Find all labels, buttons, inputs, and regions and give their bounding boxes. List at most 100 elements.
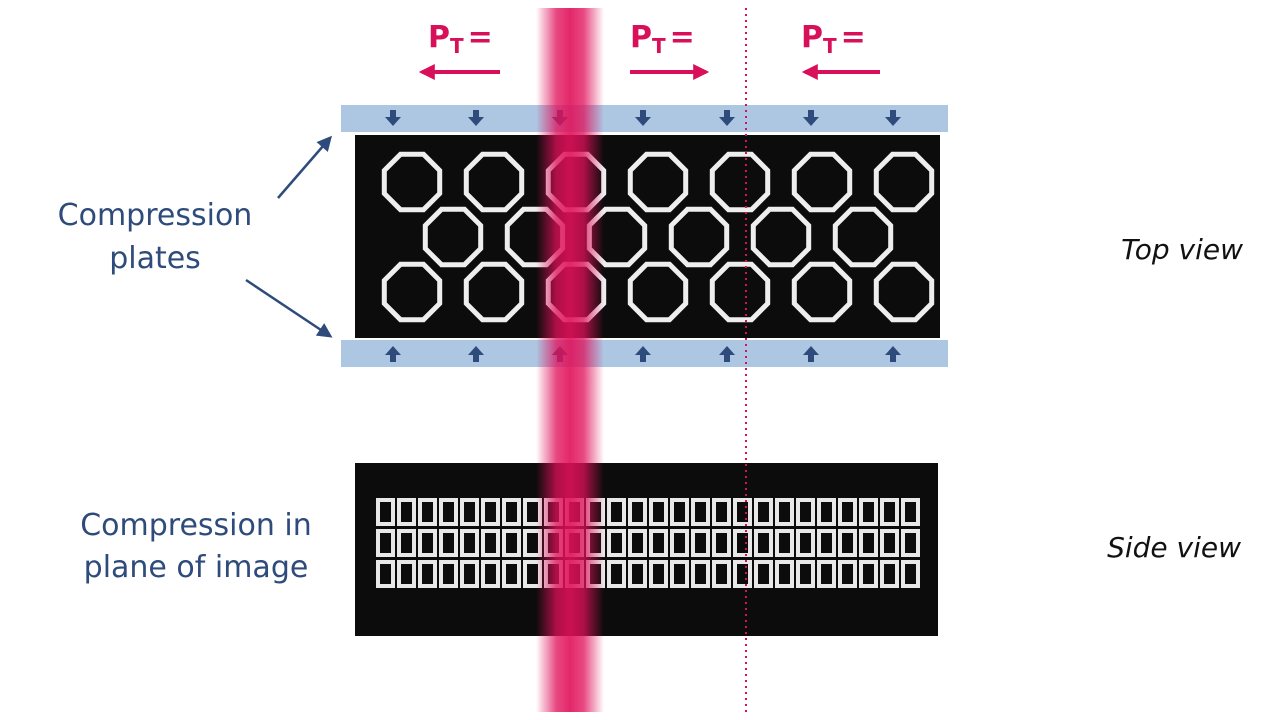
strut	[481, 529, 500, 557]
strut	[376, 529, 395, 557]
strut	[712, 560, 731, 588]
view-label: Side view	[1107, 531, 1241, 564]
strut	[418, 529, 437, 557]
strut	[733, 498, 752, 526]
strut	[838, 529, 857, 557]
plate-arrow	[885, 110, 901, 126]
strut	[832, 206, 894, 268]
pointer-arrow	[245, 278, 333, 338]
strut	[460, 560, 479, 588]
strut	[381, 261, 443, 323]
strut	[859, 498, 878, 526]
plate-arrow	[385, 110, 401, 126]
plate-arrow	[719, 346, 735, 362]
plate-arrow	[468, 346, 484, 362]
plate-arrow	[385, 346, 401, 362]
plate-arrow	[803, 110, 819, 126]
strut	[817, 498, 836, 526]
strut	[754, 529, 773, 557]
strut	[502, 498, 521, 526]
strut	[670, 498, 689, 526]
strut	[838, 560, 857, 588]
strut	[439, 529, 458, 557]
strut	[791, 261, 853, 323]
strut	[649, 560, 668, 588]
plate-arrow	[635, 346, 651, 362]
strut	[880, 498, 899, 526]
strut	[691, 498, 710, 526]
strut	[460, 529, 479, 557]
strut	[880, 560, 899, 588]
label: Compression in	[80, 508, 312, 543]
strut	[859, 560, 878, 588]
strut	[649, 498, 668, 526]
strut	[901, 529, 920, 557]
strut	[418, 560, 437, 588]
strut	[873, 261, 935, 323]
plate-arrow	[468, 110, 484, 126]
strut	[880, 529, 899, 557]
strut	[733, 560, 752, 588]
strut	[754, 560, 773, 588]
strut	[691, 560, 710, 588]
strut	[627, 151, 689, 213]
strut	[750, 206, 812, 268]
strut	[901, 560, 920, 588]
strut	[775, 529, 794, 557]
pointer-arrow	[277, 135, 332, 199]
strut	[439, 560, 458, 588]
label: plane of image	[84, 550, 309, 585]
strut	[460, 498, 479, 526]
strut	[607, 498, 626, 526]
strut	[733, 529, 752, 557]
plate-arrow	[803, 346, 819, 362]
beam	[536, 8, 604, 712]
strut	[397, 529, 416, 557]
strut	[754, 498, 773, 526]
strut	[775, 498, 794, 526]
top-view-image	[355, 135, 940, 338]
strut	[649, 529, 668, 557]
strut	[791, 151, 853, 213]
strut	[439, 498, 458, 526]
strut	[873, 151, 935, 213]
strut	[381, 151, 443, 213]
strut	[376, 498, 395, 526]
strut	[709, 261, 771, 323]
strut	[817, 560, 836, 588]
strut	[418, 498, 437, 526]
view-label: Top view	[1121, 233, 1243, 266]
strut	[481, 498, 500, 526]
strut	[670, 560, 689, 588]
label: Compression	[58, 198, 253, 233]
strut	[376, 560, 395, 588]
strut	[397, 560, 416, 588]
strut	[796, 498, 815, 526]
strut	[628, 498, 647, 526]
strut	[712, 529, 731, 557]
strut	[607, 560, 626, 588]
strut	[670, 529, 689, 557]
strut	[628, 560, 647, 588]
strut	[691, 529, 710, 557]
strut	[481, 560, 500, 588]
strut	[607, 529, 626, 557]
strut	[817, 529, 836, 557]
strut	[712, 498, 731, 526]
strut	[397, 498, 416, 526]
strut	[838, 498, 857, 526]
force-label: PT =	[428, 20, 493, 58]
strut	[668, 206, 730, 268]
strut	[796, 529, 815, 557]
strut	[502, 529, 521, 557]
force-labels: PT = PT = PT =	[418, 20, 880, 80]
plate-arrow	[635, 110, 651, 126]
strut	[463, 151, 525, 213]
top-lattice	[381, 151, 935, 323]
strut	[627, 261, 689, 323]
plate-arrow	[885, 346, 901, 362]
strut	[901, 498, 920, 526]
strut	[628, 529, 647, 557]
strut	[422, 206, 484, 268]
